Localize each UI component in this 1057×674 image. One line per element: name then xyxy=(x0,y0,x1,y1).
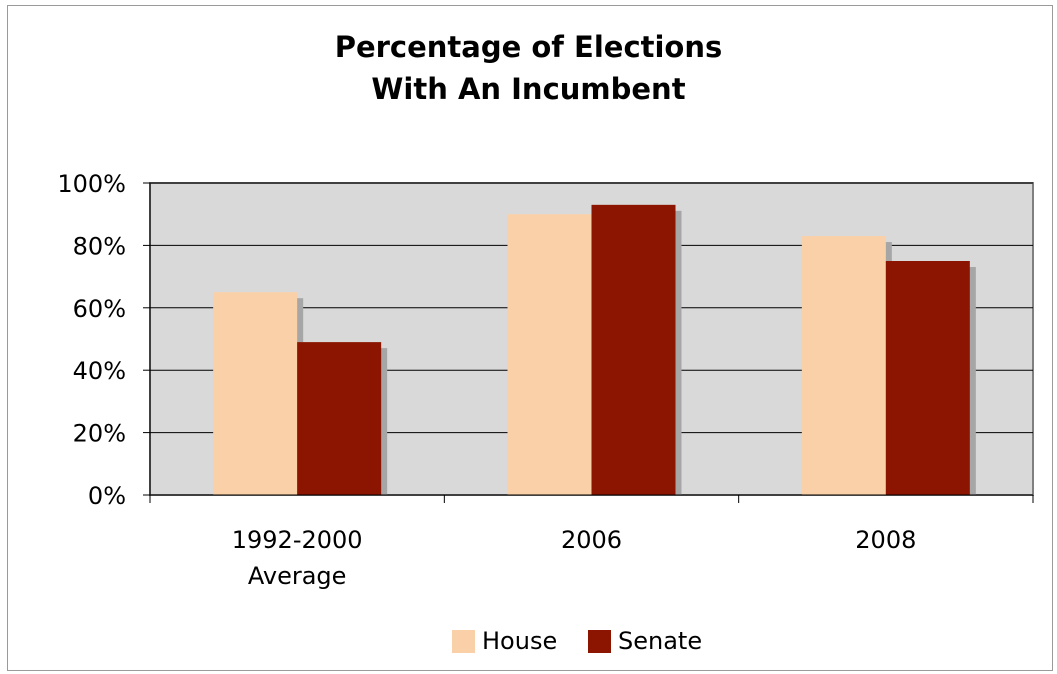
bar-house-1 xyxy=(507,214,592,495)
chart-title-line-1: Percentage of Elections xyxy=(334,30,723,64)
bar-house-0 xyxy=(213,292,298,495)
x-category-label-1-line-0: 2006 xyxy=(561,526,622,554)
y-tick-label-1: 20% xyxy=(73,420,126,448)
x-category-label-2-line-0: 2008 xyxy=(855,526,916,554)
legend-label-house: House xyxy=(482,627,557,655)
y-tick-label-3: 60% xyxy=(73,295,126,323)
chart-title: Percentage of Elections With An Incumben… xyxy=(0,26,1057,110)
legend-swatch-house xyxy=(452,630,475,653)
bar-senate-2 xyxy=(885,261,970,495)
x-category-label-0-line-1: Average xyxy=(248,562,347,590)
bar-senate-0 xyxy=(297,342,382,495)
y-tick-label-2: 40% xyxy=(73,357,126,385)
bar-house-2 xyxy=(801,236,886,496)
y-tick-label-5: 100% xyxy=(57,170,126,198)
y-tick-label-0: 0% xyxy=(88,482,126,510)
chart-title-line-2: With An Incumbent xyxy=(371,72,686,106)
x-category-label-0-line-0: 1992-2000 xyxy=(232,526,363,554)
y-tick-label-4: 80% xyxy=(73,232,126,260)
legend-label-senate: Senate xyxy=(618,627,702,655)
bar-senate-1 xyxy=(591,204,676,495)
legend-swatch-senate xyxy=(588,630,611,653)
